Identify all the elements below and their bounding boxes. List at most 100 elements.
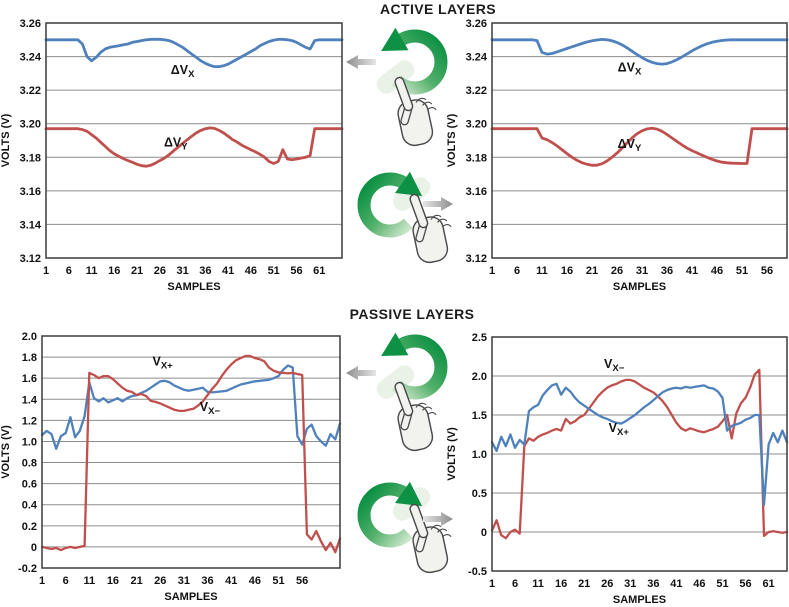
svg-text:51: 51 [268,265,280,277]
svg-text:56: 56 [739,578,751,590]
svg-text:1.0: 1.0 [22,436,37,448]
svg-text:VX−: VX− [200,400,221,417]
svg-text:3.22: 3.22 [20,85,41,97]
svg-text:51: 51 [272,575,284,587]
svg-text:3.20: 3.20 [20,119,41,131]
svg-text:0: 0 [31,542,37,554]
svg-text:31: 31 [624,578,636,590]
svg-text:56: 56 [296,575,308,587]
svg-text:31: 31 [178,575,190,587]
svg-text:16: 16 [555,578,567,590]
svg-text:2.0: 2.0 [22,331,37,343]
svg-text:16: 16 [108,265,120,277]
svg-text:VOLTS (V): VOLTS (V) [446,113,458,167]
chart-active-right: 3.263.243.223.203.183.163.143.121 6 11 16 21… [446,18,789,293]
svg-text:11: 11 [536,265,548,277]
rotate-clockwise-icon [352,460,477,600]
svg-text:36: 36 [647,578,659,590]
svg-text:SAMPLES: SAMPLES [613,281,666,293]
svg-text:-0.2: -0.2 [18,563,37,575]
chart-passive-right: 2.52.01.51.00.50-0.51 6 11 16 21 26 31 36 41 46 51… [446,332,789,605]
svg-text:1.5: 1.5 [472,410,487,422]
svg-text:6: 6 [512,578,518,590]
arrow-right-icon [423,197,453,211]
svg-text:VOLTS (V): VOLTS (V) [0,425,12,479]
svg-text:ΔVX: ΔVX [618,61,642,78]
svg-text:2.5: 2.5 [472,332,487,344]
svg-text:3.18: 3.18 [20,152,41,164]
svg-text:26: 26 [611,265,623,277]
svg-text:SAMPLES: SAMPLES [613,594,666,605]
svg-text:26: 26 [154,265,166,277]
svg-text:26: 26 [154,575,166,587]
svg-text:1.8: 1.8 [22,352,37,364]
svg-text:3.18: 3.18 [466,152,487,164]
svg-text:21: 21 [130,575,142,587]
svg-text:6: 6 [514,265,520,277]
svg-text:-0.5: -0.5 [468,566,487,578]
svg-text:SAMPLES: SAMPLES [167,281,220,293]
section-title-passive: PASSIVE LAYERS [349,306,475,322]
svg-text:3.22: 3.22 [466,85,487,97]
svg-text:51: 51 [736,265,748,277]
svg-text:21: 21 [131,265,143,277]
svg-text:3.12: 3.12 [20,253,41,265]
svg-text:VX+: VX+ [153,355,174,372]
svg-text:26: 26 [601,578,613,590]
svg-text:46: 46 [693,578,705,590]
svg-text:36: 36 [199,265,211,277]
chart-active-left: 3.263.243.223.203.183.163.143.121 6 11 16 21… [0,18,344,293]
svg-text:61: 61 [313,265,325,277]
svg-text:1: 1 [43,265,49,277]
svg-text:56: 56 [290,265,302,277]
svg-text:46: 46 [245,265,257,277]
svg-text:3.24: 3.24 [466,52,488,64]
svg-text:21: 21 [578,578,590,590]
svg-text:41: 41 [686,265,698,277]
svg-text:46: 46 [711,265,723,277]
svg-text:41: 41 [222,265,234,277]
svg-text:2.0: 2.0 [472,371,487,383]
svg-text:1.4: 1.4 [22,394,38,406]
svg-text:ΔVY: ΔVY [164,135,188,152]
svg-text:1: 1 [489,578,495,590]
svg-text:VX−: VX− [604,357,625,374]
svg-text:31: 31 [176,265,188,277]
svg-text:3.24: 3.24 [20,52,42,64]
svg-text:1.6: 1.6 [22,373,37,385]
svg-text:16: 16 [561,265,573,277]
svg-text:21: 21 [586,265,598,277]
svg-text:3.16: 3.16 [20,186,41,198]
svg-text:1.0: 1.0 [472,449,487,461]
svg-text:1: 1 [39,575,45,587]
svg-text:0.2: 0.2 [22,521,37,533]
rotate-counterclockwise-icon [363,22,483,157]
chart-passive-left: 2.01.81.61.41.21.00.80.60.40.20-0.21 6 11 1… [0,331,342,603]
svg-text:41: 41 [670,578,682,590]
svg-text:3.20: 3.20 [466,119,487,131]
svg-text:3.14: 3.14 [466,219,488,231]
svg-text:VX+: VX+ [609,421,630,438]
svg-text:ΔVY: ΔVY [618,137,642,154]
svg-text:1: 1 [489,265,495,277]
svg-text:0.5: 0.5 [472,488,487,500]
section-title-active: ACTIVE LAYERS [380,1,496,17]
svg-text:3.14: 3.14 [20,219,42,231]
svg-text:SAMPLES: SAMPLES [164,591,217,603]
svg-text:61: 61 [762,578,774,590]
rotate-counterclockwise-icon [363,327,483,462]
svg-text:0: 0 [481,527,487,539]
rotate-clockwise-icon [352,150,477,290]
svg-text:VOLTS (V): VOLTS (V) [0,113,12,167]
svg-text:16: 16 [107,575,119,587]
svg-text:51: 51 [716,578,728,590]
svg-text:41: 41 [225,575,237,587]
svg-text:1.2: 1.2 [22,415,37,427]
svg-text:56: 56 [761,265,773,277]
arrow-right-icon [423,512,453,526]
svg-text:0.8: 0.8 [22,458,37,470]
svg-text:0.6: 0.6 [22,479,37,491]
svg-text:11: 11 [86,265,98,277]
svg-text:36: 36 [201,575,213,587]
